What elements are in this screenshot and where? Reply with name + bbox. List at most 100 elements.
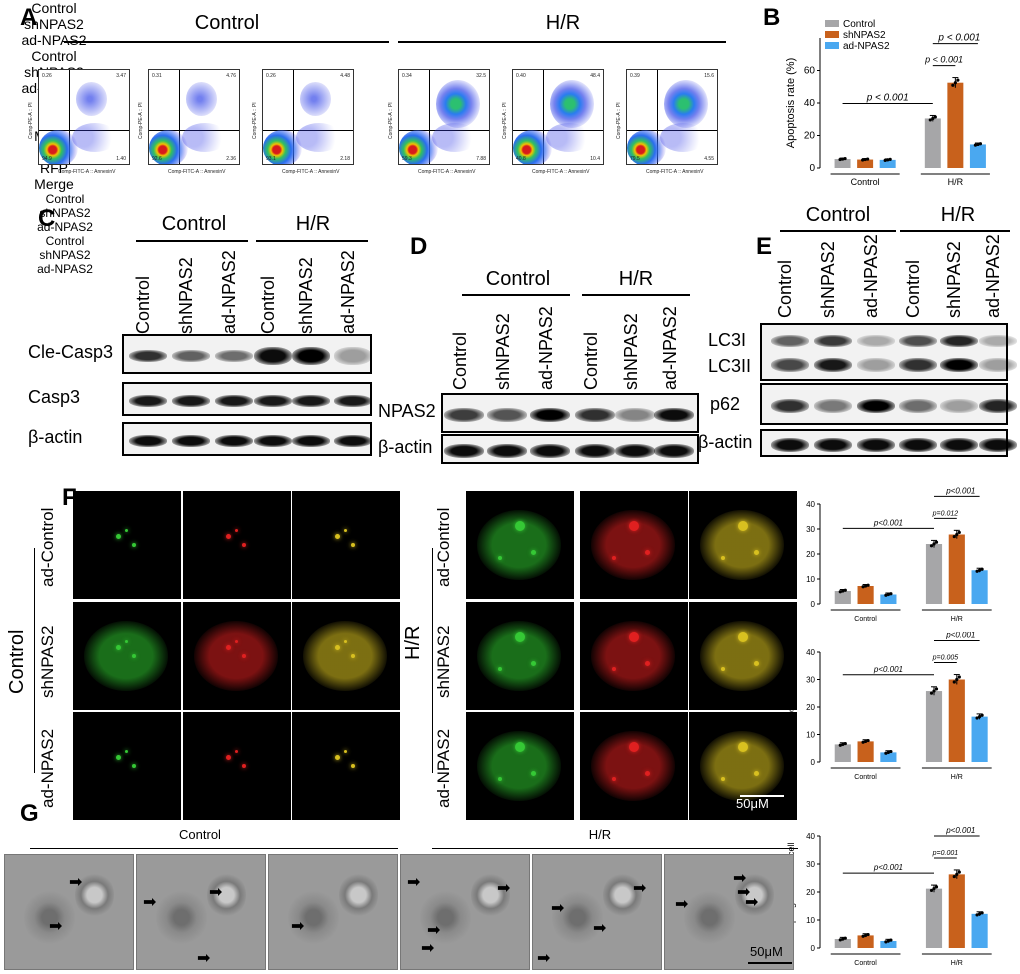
blot-band xyxy=(857,399,895,413)
quadrant-value: 0.31 xyxy=(152,73,162,79)
data-point xyxy=(843,741,847,746)
puncta xyxy=(132,542,137,547)
data-point xyxy=(866,583,870,587)
vacuole xyxy=(339,872,378,918)
puncta xyxy=(514,521,525,532)
arrow-icon: ➡ xyxy=(537,950,551,967)
fluorescence-image xyxy=(466,491,574,599)
blot-band xyxy=(654,408,694,422)
fluor-row-label: ad-Control xyxy=(38,507,57,587)
y-tick-label: 30 xyxy=(806,676,815,685)
flow-x-axis-label: Comp-FITC-A :: AnnexinV xyxy=(418,169,476,175)
y-tick-label: 20 xyxy=(806,550,815,559)
puncta xyxy=(644,661,650,667)
significance-label: p<0.001 xyxy=(945,486,975,495)
organelle xyxy=(156,889,208,947)
fluorescence-image xyxy=(183,602,291,710)
arrow-icon: ➡ xyxy=(551,900,565,917)
fluorescence-image xyxy=(466,602,574,710)
quadrant-value: 4.76 xyxy=(226,73,236,79)
legend-label: shNPAS2 xyxy=(843,30,886,41)
data-point xyxy=(980,567,984,571)
puncta xyxy=(242,542,247,547)
blot-band xyxy=(979,399,1017,413)
cell-body xyxy=(83,621,169,691)
data-point xyxy=(886,939,890,943)
bar xyxy=(971,913,988,948)
organelle xyxy=(552,889,604,947)
data-point xyxy=(861,158,865,162)
blot-band xyxy=(615,408,655,422)
significance-label: p < 0.001 xyxy=(937,33,980,44)
data-point xyxy=(861,585,865,589)
blot-band xyxy=(771,358,809,372)
panel-letter-e: E xyxy=(756,233,773,260)
electron-micrograph: ➡ ➡ ➡ ➡ xyxy=(532,854,662,970)
scale-bar xyxy=(748,962,792,964)
puncta xyxy=(737,742,748,753)
data-point xyxy=(861,740,865,744)
category-label: H/R xyxy=(951,960,963,967)
blot-band xyxy=(857,438,895,452)
flow-y-axis-label: Comp-PE-A :: PI xyxy=(502,102,508,139)
y-tick-label: 40 xyxy=(806,648,815,657)
flow-x-axis-label: Comp-FITC-A :: AnnexinV xyxy=(168,169,226,175)
data-point xyxy=(888,157,892,161)
quadrant-line-v xyxy=(429,70,430,164)
data-point xyxy=(864,584,868,588)
data-point xyxy=(886,592,890,597)
cell-cluster-live xyxy=(627,129,666,164)
significance-label: p<0.001 xyxy=(945,632,975,640)
puncta xyxy=(226,755,232,761)
blot-band xyxy=(899,438,937,452)
data-point xyxy=(955,677,959,682)
bar xyxy=(971,570,988,604)
data-point xyxy=(955,532,959,537)
fluorescence-image xyxy=(183,712,291,820)
data-point xyxy=(932,689,936,693)
group-label-control: Control xyxy=(485,268,551,290)
cell-cluster-early xyxy=(432,122,479,152)
electron-micrograph: ➡ ➡ ➡ xyxy=(136,854,266,970)
blot-band xyxy=(814,399,852,413)
lane-label: ad-NPAS2 xyxy=(861,234,881,318)
data-point xyxy=(838,743,842,747)
data-point xyxy=(929,888,934,893)
data-point xyxy=(884,593,888,597)
puncta xyxy=(721,776,726,781)
fluorescence-image xyxy=(689,712,797,820)
quadrant-value: 3.47 xyxy=(116,73,126,79)
blot-band xyxy=(899,335,937,347)
vacuole xyxy=(207,872,246,918)
scale-bar xyxy=(740,795,784,797)
fluorescence-image xyxy=(73,712,181,820)
data-point xyxy=(978,568,982,572)
cell-cluster-apoptotic xyxy=(299,81,332,117)
group-label-hr: H/R xyxy=(940,204,976,226)
blot-band xyxy=(487,408,527,422)
flow-x-axis-label: Comp-FITC-A :: AnnexinV xyxy=(58,169,116,175)
blot-band xyxy=(129,395,167,407)
electron-micrograph: ➡ ➡ xyxy=(4,854,134,970)
arrow-icon: ➡ xyxy=(633,880,647,897)
bar xyxy=(857,159,874,168)
bar xyxy=(880,594,897,604)
puncta xyxy=(351,763,356,768)
group-label-hr: H/R xyxy=(402,625,424,660)
blot-strip xyxy=(122,422,372,456)
condition-label: ad-NPAS2 xyxy=(21,32,87,48)
data-point xyxy=(932,542,936,546)
group-rule xyxy=(256,240,368,242)
blot-strip xyxy=(760,383,1017,425)
data-point xyxy=(889,592,893,596)
puncta xyxy=(132,763,137,768)
bar xyxy=(948,679,965,762)
cell-cluster-apoptotic xyxy=(185,81,218,117)
quadrant-value: 4.55 xyxy=(704,156,714,162)
data-point xyxy=(975,913,979,917)
em-condition-label: shNPAS2 xyxy=(39,248,91,262)
cell-cluster-early xyxy=(296,122,343,152)
puncta xyxy=(343,639,347,643)
arrow-icon: ➡ xyxy=(427,922,441,939)
em-condition-label: Control xyxy=(45,192,85,206)
